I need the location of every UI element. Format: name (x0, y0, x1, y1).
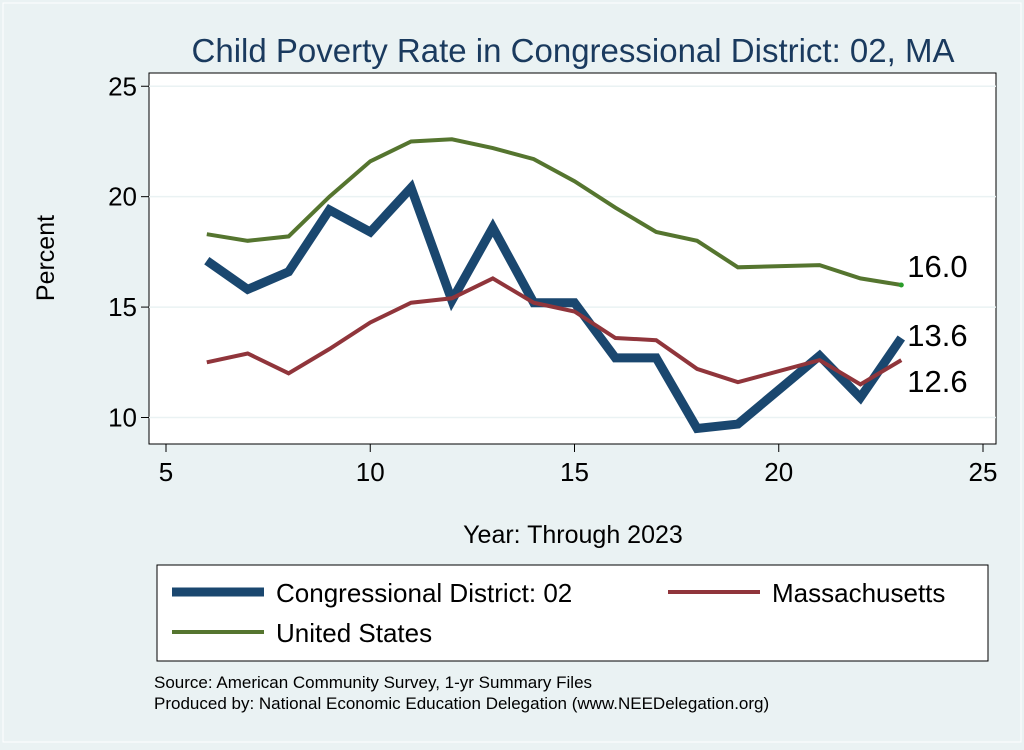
series-line-1 (206, 276, 903, 387)
end-label-0: 13.6 (907, 318, 967, 353)
legend-box (156, 564, 989, 662)
y-tick-label-20: 20 (108, 182, 137, 212)
x-axis-label: Year: Through 2023 (463, 521, 683, 549)
x-tick-label-25: 25 (969, 457, 998, 487)
y-tick-label-25: 25 (108, 71, 137, 101)
end-label-1: 12.6 (907, 364, 967, 399)
end-labels: 13.6 12.6 16.0 (907, 249, 967, 399)
axes: 10 15 20 25 5 10 15 20 25 (108, 71, 997, 487)
end-label-2: 16.0 (907, 249, 967, 284)
x-tick-label-10: 10 (356, 457, 385, 487)
series-layer (204, 137, 906, 434)
source-line-2: Produced by: National Economic Education… (154, 694, 769, 713)
y-tick-label-10: 10 (108, 403, 137, 433)
series-line-2 (206, 137, 902, 287)
x-tick-label-5: 5 (159, 457, 173, 487)
y-tick-label-15: 15 (108, 292, 137, 322)
chart-title: Child Poverty Rate in Congressional Dist… (192, 32, 955, 69)
legend-label-1: Massachusetts (772, 578, 945, 608)
legend: Congressional District: 02 Massachusetts U… (172, 578, 945, 648)
y-axis-label: Percent (32, 215, 60, 301)
source-line-1: Source: American Community Survey, 1-yr … (154, 673, 592, 692)
legend-label-2: United States (276, 618, 432, 648)
x-tick-label-20: 20 (764, 457, 793, 487)
series-end-marker-2 (898, 282, 904, 288)
x-tick-label-15: 15 (560, 457, 589, 487)
legend-label-0: Congressional District: 02 (276, 578, 572, 608)
